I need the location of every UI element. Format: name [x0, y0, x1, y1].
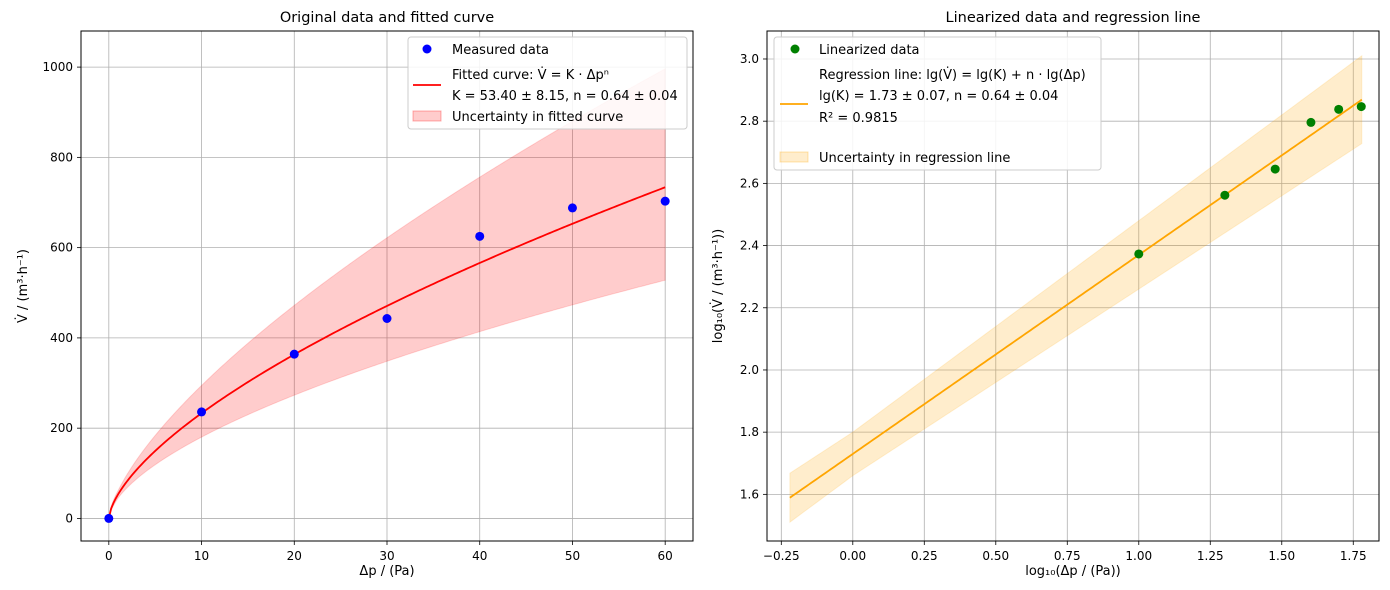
- linearized-point: [1306, 117, 1316, 127]
- left-legend-box: [407, 36, 688, 130]
- right-plot-frame: [766, 30, 1380, 542]
- y-tick-label: 2.8: [740, 114, 759, 128]
- right-legend-box: [773, 36, 1102, 171]
- right-y-ticks: 1.6 1.8 2.0 2.2 2.4 2.6 2.8 3.0: [740, 52, 767, 501]
- left-uncertainty-band: [108, 67, 666, 519]
- y-tick-label: 2.6: [740, 176, 759, 190]
- y-tick-label: 1000: [42, 60, 73, 74]
- legend-label-fitted-line1: Fitted curve: V̇ = K · Δpⁿ: [452, 68, 609, 83]
- measured-point: [197, 407, 207, 417]
- y-tick-label: 400: [50, 331, 73, 345]
- right-x-ticks: −0.25 0.00 0.25 0.50 0.75 1.00 1.25 1.50 1.75: [763, 541, 1367, 563]
- uncertainty-band-fitted: [108, 67, 666, 519]
- x-tick-label: 10: [194, 549, 209, 563]
- y-tick-label: 2.4: [740, 239, 759, 253]
- left-y-axis-label: V̇ / (m³·h⁻¹): [16, 249, 31, 323]
- legend-label-regression-line2: lg(K) = 1.73 ± 0.07, n = 0.64 ± 0.04: [819, 89, 1058, 104]
- x-tick-label: −0.25: [763, 549, 800, 563]
- x-tick-label: 0.25: [911, 549, 938, 563]
- regression-line: [789, 98, 1363, 499]
- linearized-point: [1220, 190, 1230, 200]
- left-chart-title: Original data and fitted curve: [280, 10, 494, 26]
- right-linearized-points: [1134, 102, 1366, 259]
- x-tick-label: 1.25: [1197, 549, 1224, 563]
- legend-marker-linearized: [790, 44, 800, 54]
- y-tick-label: 800: [50, 150, 73, 164]
- legend-label-measured: Measured data: [452, 43, 549, 58]
- y-tick-label: 600: [50, 241, 73, 255]
- legend-patch-regression-band: [779, 151, 809, 163]
- left-legend: Measured data Fitted curve: V̇ = K · Δpⁿ…: [407, 36, 688, 130]
- x-tick-label: 1.00: [1125, 549, 1152, 563]
- x-tick-label: 20: [287, 549, 302, 563]
- legend-label-fitted-line2: K = 53.40 ± 8.15, n = 0.64 ± 0.04: [452, 89, 678, 104]
- right-y-axis-label: log₁₀(V̇ / (m³·h⁻¹)): [711, 229, 726, 343]
- y-tick-label: 200: [50, 421, 73, 435]
- left-measured-points: [104, 196, 670, 523]
- legend-patch-band: [412, 110, 442, 122]
- x-tick-label: 1.50: [1268, 549, 1295, 563]
- measured-point: [382, 313, 392, 323]
- y-tick-label: 1.8: [740, 425, 759, 439]
- right-chart: Linearized data and regression line −0.2…: [711, 10, 1380, 579]
- linearized-point: [1134, 249, 1144, 259]
- measured-point: [660, 196, 670, 206]
- legend-label-linearized: Linearized data: [819, 43, 920, 58]
- legend-marker-measured: [422, 44, 432, 54]
- legend-label-regression-line3: R² = 0.9815: [819, 111, 898, 126]
- y-tick-label: 2.0: [740, 363, 759, 377]
- y-tick-label: 3.0: [740, 52, 759, 66]
- right-x-axis-label: log₁₀(Δp / (Pa)): [1025, 564, 1121, 579]
- x-tick-label: 1.75: [1340, 549, 1367, 563]
- x-tick-label: 60: [658, 549, 673, 563]
- legend-label-regression-line1: Regression line: lg(V̇) = lg(K) + n · lg…: [819, 68, 1086, 83]
- left-x-ticks: 0 10 20 30 40 50 60: [105, 541, 673, 563]
- legend-label-band: Uncertainty in fitted curve: [452, 110, 623, 125]
- x-tick-label: 50: [565, 549, 580, 563]
- uncertainty-band-regression: [789, 54, 1363, 524]
- legend-label-regression-band: Uncertainty in regression line: [819, 151, 1010, 166]
- linearized-point: [1270, 164, 1280, 174]
- left-x-axis-label: Δp / (Pa): [359, 564, 414, 579]
- linearized-point: [1334, 104, 1344, 114]
- right-uncertainty-band: [789, 54, 1363, 524]
- x-tick-label: 0.75: [1054, 549, 1081, 563]
- linearized-point: [1356, 102, 1366, 112]
- y-tick-label: 1.6: [740, 487, 759, 501]
- x-tick-label: 0: [105, 549, 113, 563]
- x-tick-label: 40: [472, 549, 487, 563]
- x-tick-label: 0.50: [982, 549, 1009, 563]
- y-tick-label: 0: [65, 511, 73, 525]
- measured-point: [475, 231, 485, 241]
- x-tick-label: 0.00: [839, 549, 866, 563]
- x-tick-label: 30: [379, 549, 394, 563]
- measured-point: [567, 203, 577, 213]
- y-tick-label: 2.2: [740, 301, 759, 315]
- right-legend: Linearized data Regression line: lg(V̇) …: [773, 36, 1102, 171]
- left-y-ticks: 0 200 400 600 800 1000: [42, 60, 81, 525]
- right-chart-title: Linearized data and regression line: [946, 10, 1201, 26]
- measured-point: [104, 513, 114, 523]
- measured-point: [289, 349, 299, 359]
- left-chart: Original data and fitted curve 0 10 20 30 40…: [16, 10, 694, 579]
- right-regression-line: [789, 98, 1363, 499]
